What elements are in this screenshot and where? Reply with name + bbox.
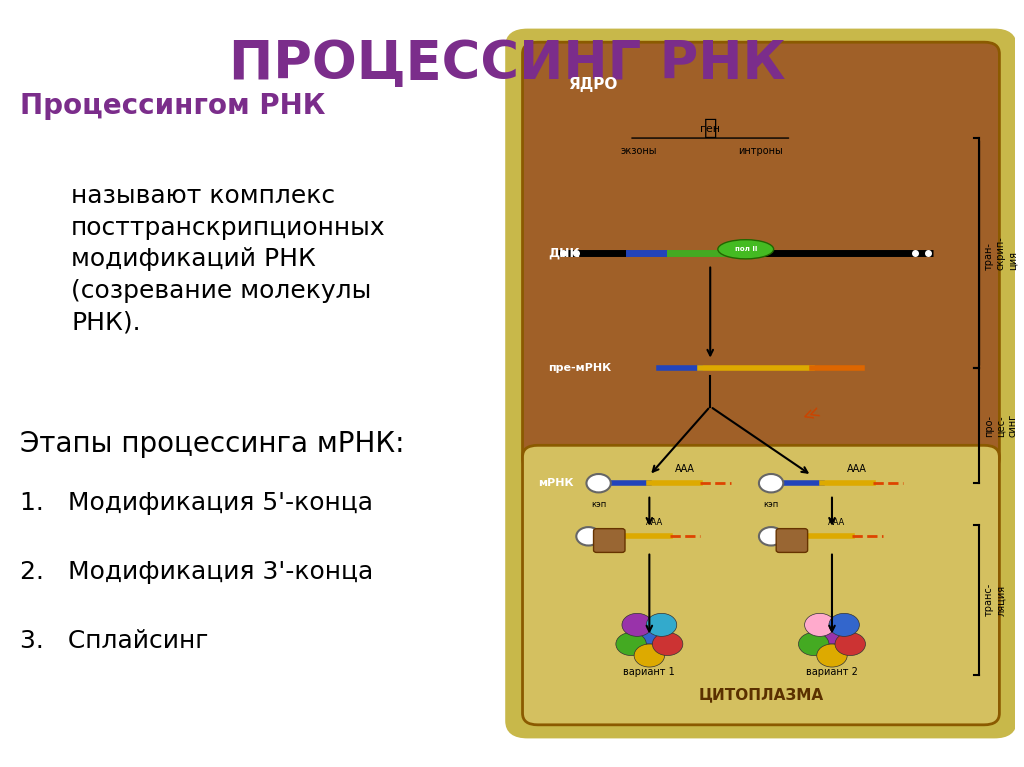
- Circle shape: [829, 614, 859, 637]
- Text: пол II: пол II: [734, 246, 757, 252]
- Text: ААА: ААА: [848, 464, 867, 474]
- Text: ЦИТОПЛАЗМА: ЦИТОПЛАЗМА: [698, 686, 823, 702]
- Circle shape: [577, 527, 601, 545]
- Text: про-
цес-
синг: про- цес- синг: [984, 414, 1018, 437]
- Circle shape: [835, 633, 865, 656]
- FancyBboxPatch shape: [507, 31, 1015, 736]
- Text: 1.   Модификация 5'-конца: 1. Модификация 5'-конца: [20, 491, 374, 515]
- Circle shape: [587, 474, 610, 492]
- FancyBboxPatch shape: [522, 42, 999, 470]
- Circle shape: [817, 621, 847, 644]
- Text: ПРОЦЕССИНГ РНК: ПРОЦЕССИНГ РНК: [229, 38, 785, 91]
- Text: кэп: кэп: [591, 500, 606, 509]
- Circle shape: [805, 614, 835, 637]
- Text: пре-мРНК: пре-мРНК: [548, 363, 611, 374]
- Text: транс-
ляция: транс- ляция: [984, 583, 1006, 617]
- Text: Этапы процессинга мРНК:: Этапы процессинга мРНК:: [20, 430, 404, 458]
- Ellipse shape: [718, 240, 774, 259]
- Text: кэп: кэп: [764, 500, 778, 509]
- Text: ген: ген: [700, 124, 720, 134]
- Circle shape: [634, 621, 665, 644]
- Circle shape: [652, 633, 683, 656]
- Text: интроны: интроны: [738, 146, 783, 156]
- Text: Процессингом РНК: Процессингом РНК: [20, 92, 326, 120]
- Text: вариант 1: вариант 1: [624, 667, 675, 677]
- FancyBboxPatch shape: [594, 528, 625, 552]
- Text: ≪: ≪: [801, 403, 823, 426]
- Circle shape: [759, 527, 783, 545]
- Text: 3.   Сплайсинг: 3. Сплайсинг: [20, 629, 209, 653]
- Text: ДНК: ДНК: [548, 247, 580, 259]
- Text: называют комплекс
посттранскрипционных
модификаций РНК
(созревание молекулы
РНК): называют комплекс посттранскрипционных м…: [71, 184, 386, 334]
- Text: ЯДРО: ЯДРО: [568, 77, 617, 92]
- Text: ААА: ААА: [675, 464, 695, 474]
- Circle shape: [759, 474, 783, 492]
- Text: мРНК: мРНК: [538, 478, 573, 489]
- Circle shape: [622, 614, 652, 637]
- Circle shape: [799, 633, 829, 656]
- Text: тран-
скрип-
ция: тран- скрип- ция: [984, 236, 1018, 270]
- Text: ААА: ААА: [646, 518, 664, 527]
- Circle shape: [817, 644, 847, 667]
- FancyBboxPatch shape: [776, 528, 808, 552]
- Text: ⌒: ⌒: [703, 118, 717, 138]
- Text: экзоны: экзоны: [621, 146, 657, 156]
- Circle shape: [646, 614, 677, 637]
- Text: 2.   Модификация 3'-конца: 2. Модификация 3'-конца: [20, 560, 374, 584]
- Circle shape: [615, 633, 646, 656]
- Circle shape: [634, 644, 665, 667]
- FancyBboxPatch shape: [522, 446, 999, 725]
- Text: ААА: ААА: [828, 518, 846, 527]
- Text: вариант 2: вариант 2: [806, 667, 858, 677]
